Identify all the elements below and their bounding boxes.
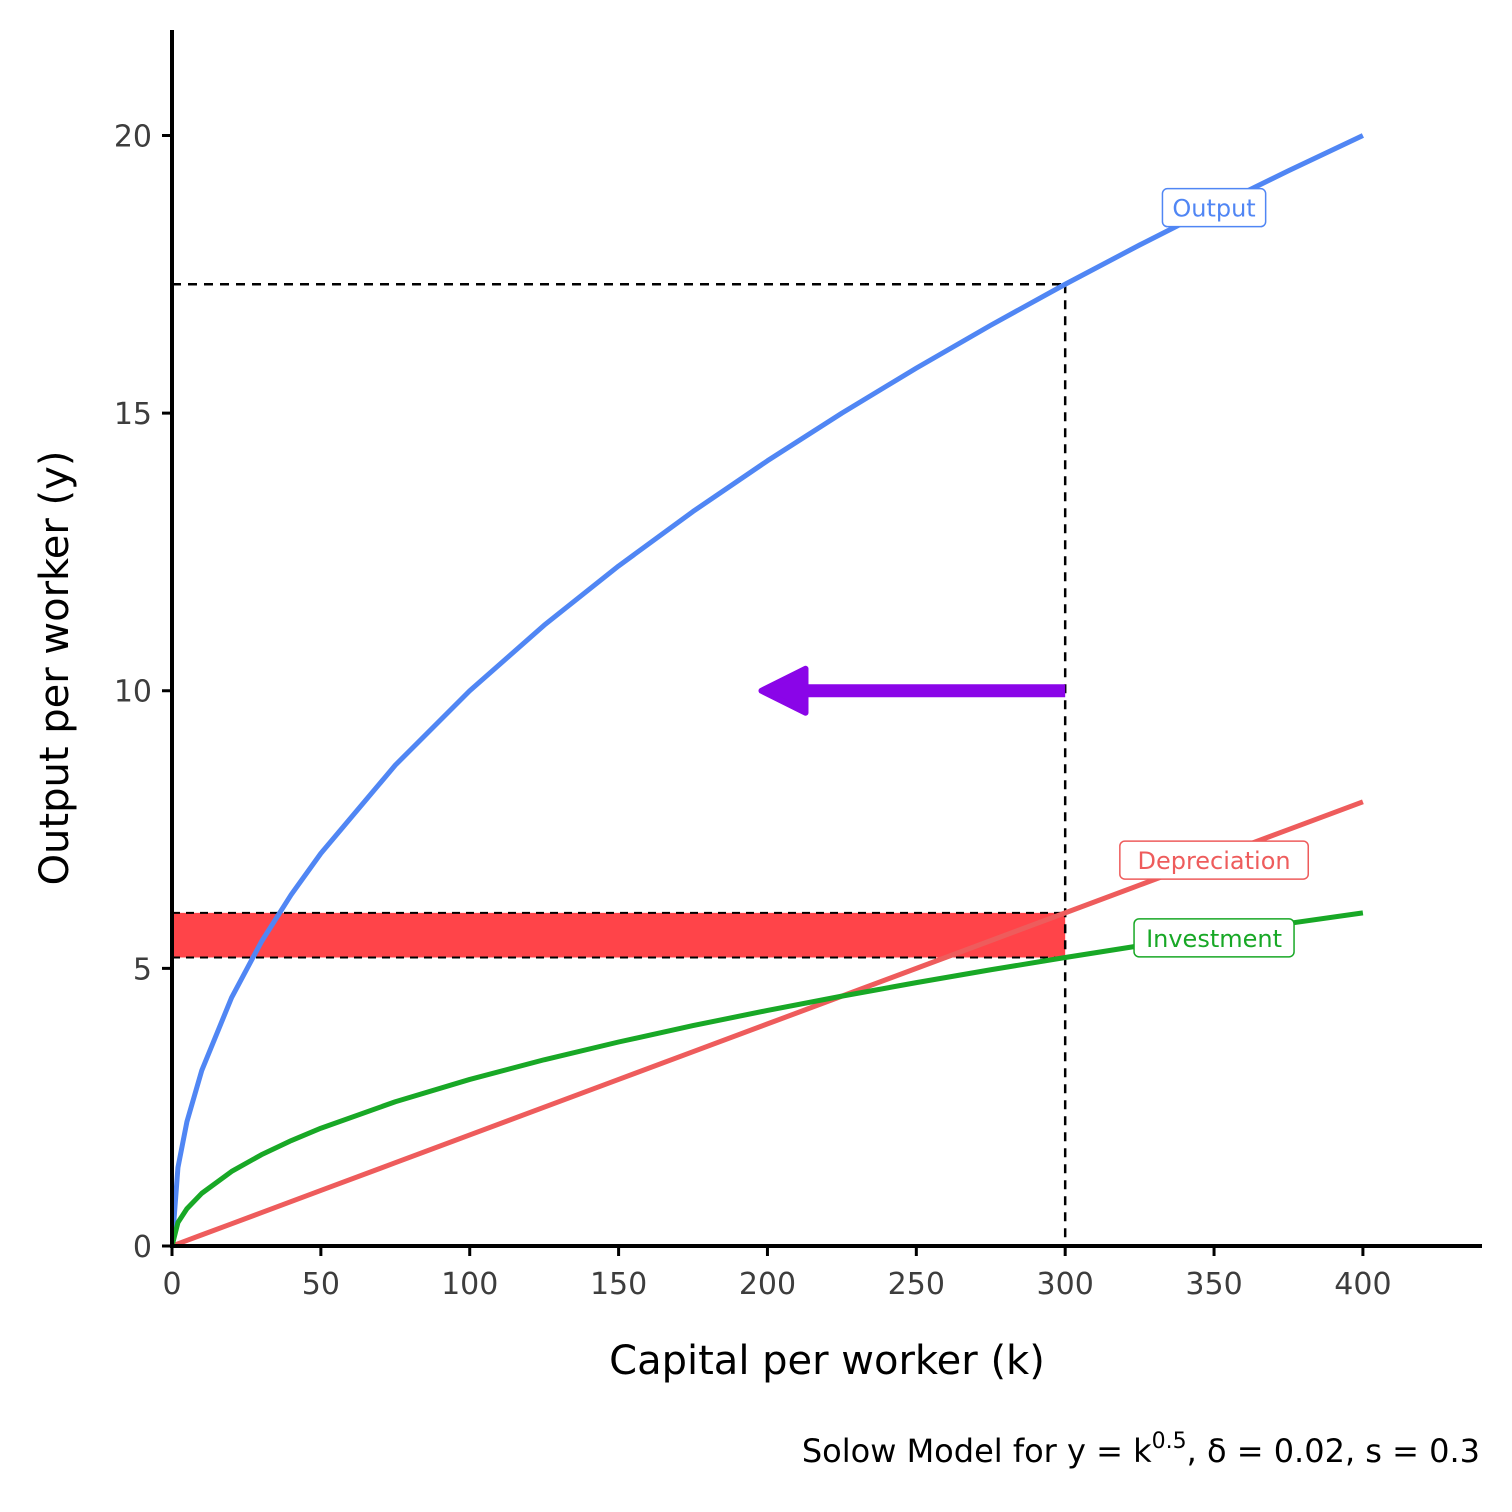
series-label-text: Depreciation xyxy=(1137,847,1290,875)
series-label-text: Investment xyxy=(1146,925,1282,953)
reference-guides xyxy=(172,283,1067,1246)
x-tick-label: 150 xyxy=(590,1267,647,1302)
output-series-label: Output xyxy=(1161,187,1267,228)
x-axis-title: Capital per worker (k) xyxy=(609,1338,1045,1384)
output-line xyxy=(172,133,1364,1246)
y-tick-label: 10 xyxy=(114,675,152,710)
investment-series-label: Investment xyxy=(1133,918,1295,958)
x-tick-label: 50 xyxy=(302,1267,340,1302)
gap-band-layer xyxy=(172,911,1066,959)
caption-prefix: Solow Model for y = k xyxy=(802,1432,1152,1470)
depreciation-line xyxy=(172,799,1364,1246)
y-tick-label: 20 xyxy=(114,119,152,154)
x-tick-label: 0 xyxy=(162,1267,181,1302)
series-lines xyxy=(172,133,1364,1246)
depreciation-series-label: Depreciation xyxy=(1119,840,1309,880)
y-tick-label: 15 xyxy=(114,397,152,432)
x-tick-label: 400 xyxy=(1334,1267,1391,1302)
investment-line xyxy=(172,910,1364,1246)
x-tick-label: 200 xyxy=(739,1267,796,1302)
series-label-box xyxy=(1161,187,1267,228)
series-label-text: Output xyxy=(1172,195,1255,223)
shift-arrow-head xyxy=(758,665,809,716)
series-label-box xyxy=(1119,840,1309,880)
x-tick-label: 250 xyxy=(888,1267,945,1302)
x-tick-label: 100 xyxy=(441,1267,498,1302)
chart-caption: Solow Model for y = k0.5, δ = 0.02, s = … xyxy=(802,1429,1480,1470)
y-axis-title: Output per worker (y) xyxy=(32,451,78,886)
x-tick-label: 350 xyxy=(1185,1267,1242,1302)
tick-labels: 0 50 100 150 200 250 300 350 400 0 5 10 15 20 xyxy=(114,119,1392,1302)
axes xyxy=(170,30,1482,1248)
caption-exponent: 0.5 xyxy=(1152,1429,1187,1454)
gap-band xyxy=(172,912,1066,958)
series-label-box xyxy=(1133,918,1295,958)
y-tick-label: 0 xyxy=(133,1230,152,1265)
series-labels: Output Depreciation Investment xyxy=(1119,187,1309,958)
shift-arrow-layer xyxy=(758,665,1066,716)
y-tick-label: 5 xyxy=(133,952,152,987)
x-tick-label: 300 xyxy=(1037,1267,1094,1302)
caption-suffix: , δ = 0.02, s = 0.3 xyxy=(1187,1432,1480,1470)
